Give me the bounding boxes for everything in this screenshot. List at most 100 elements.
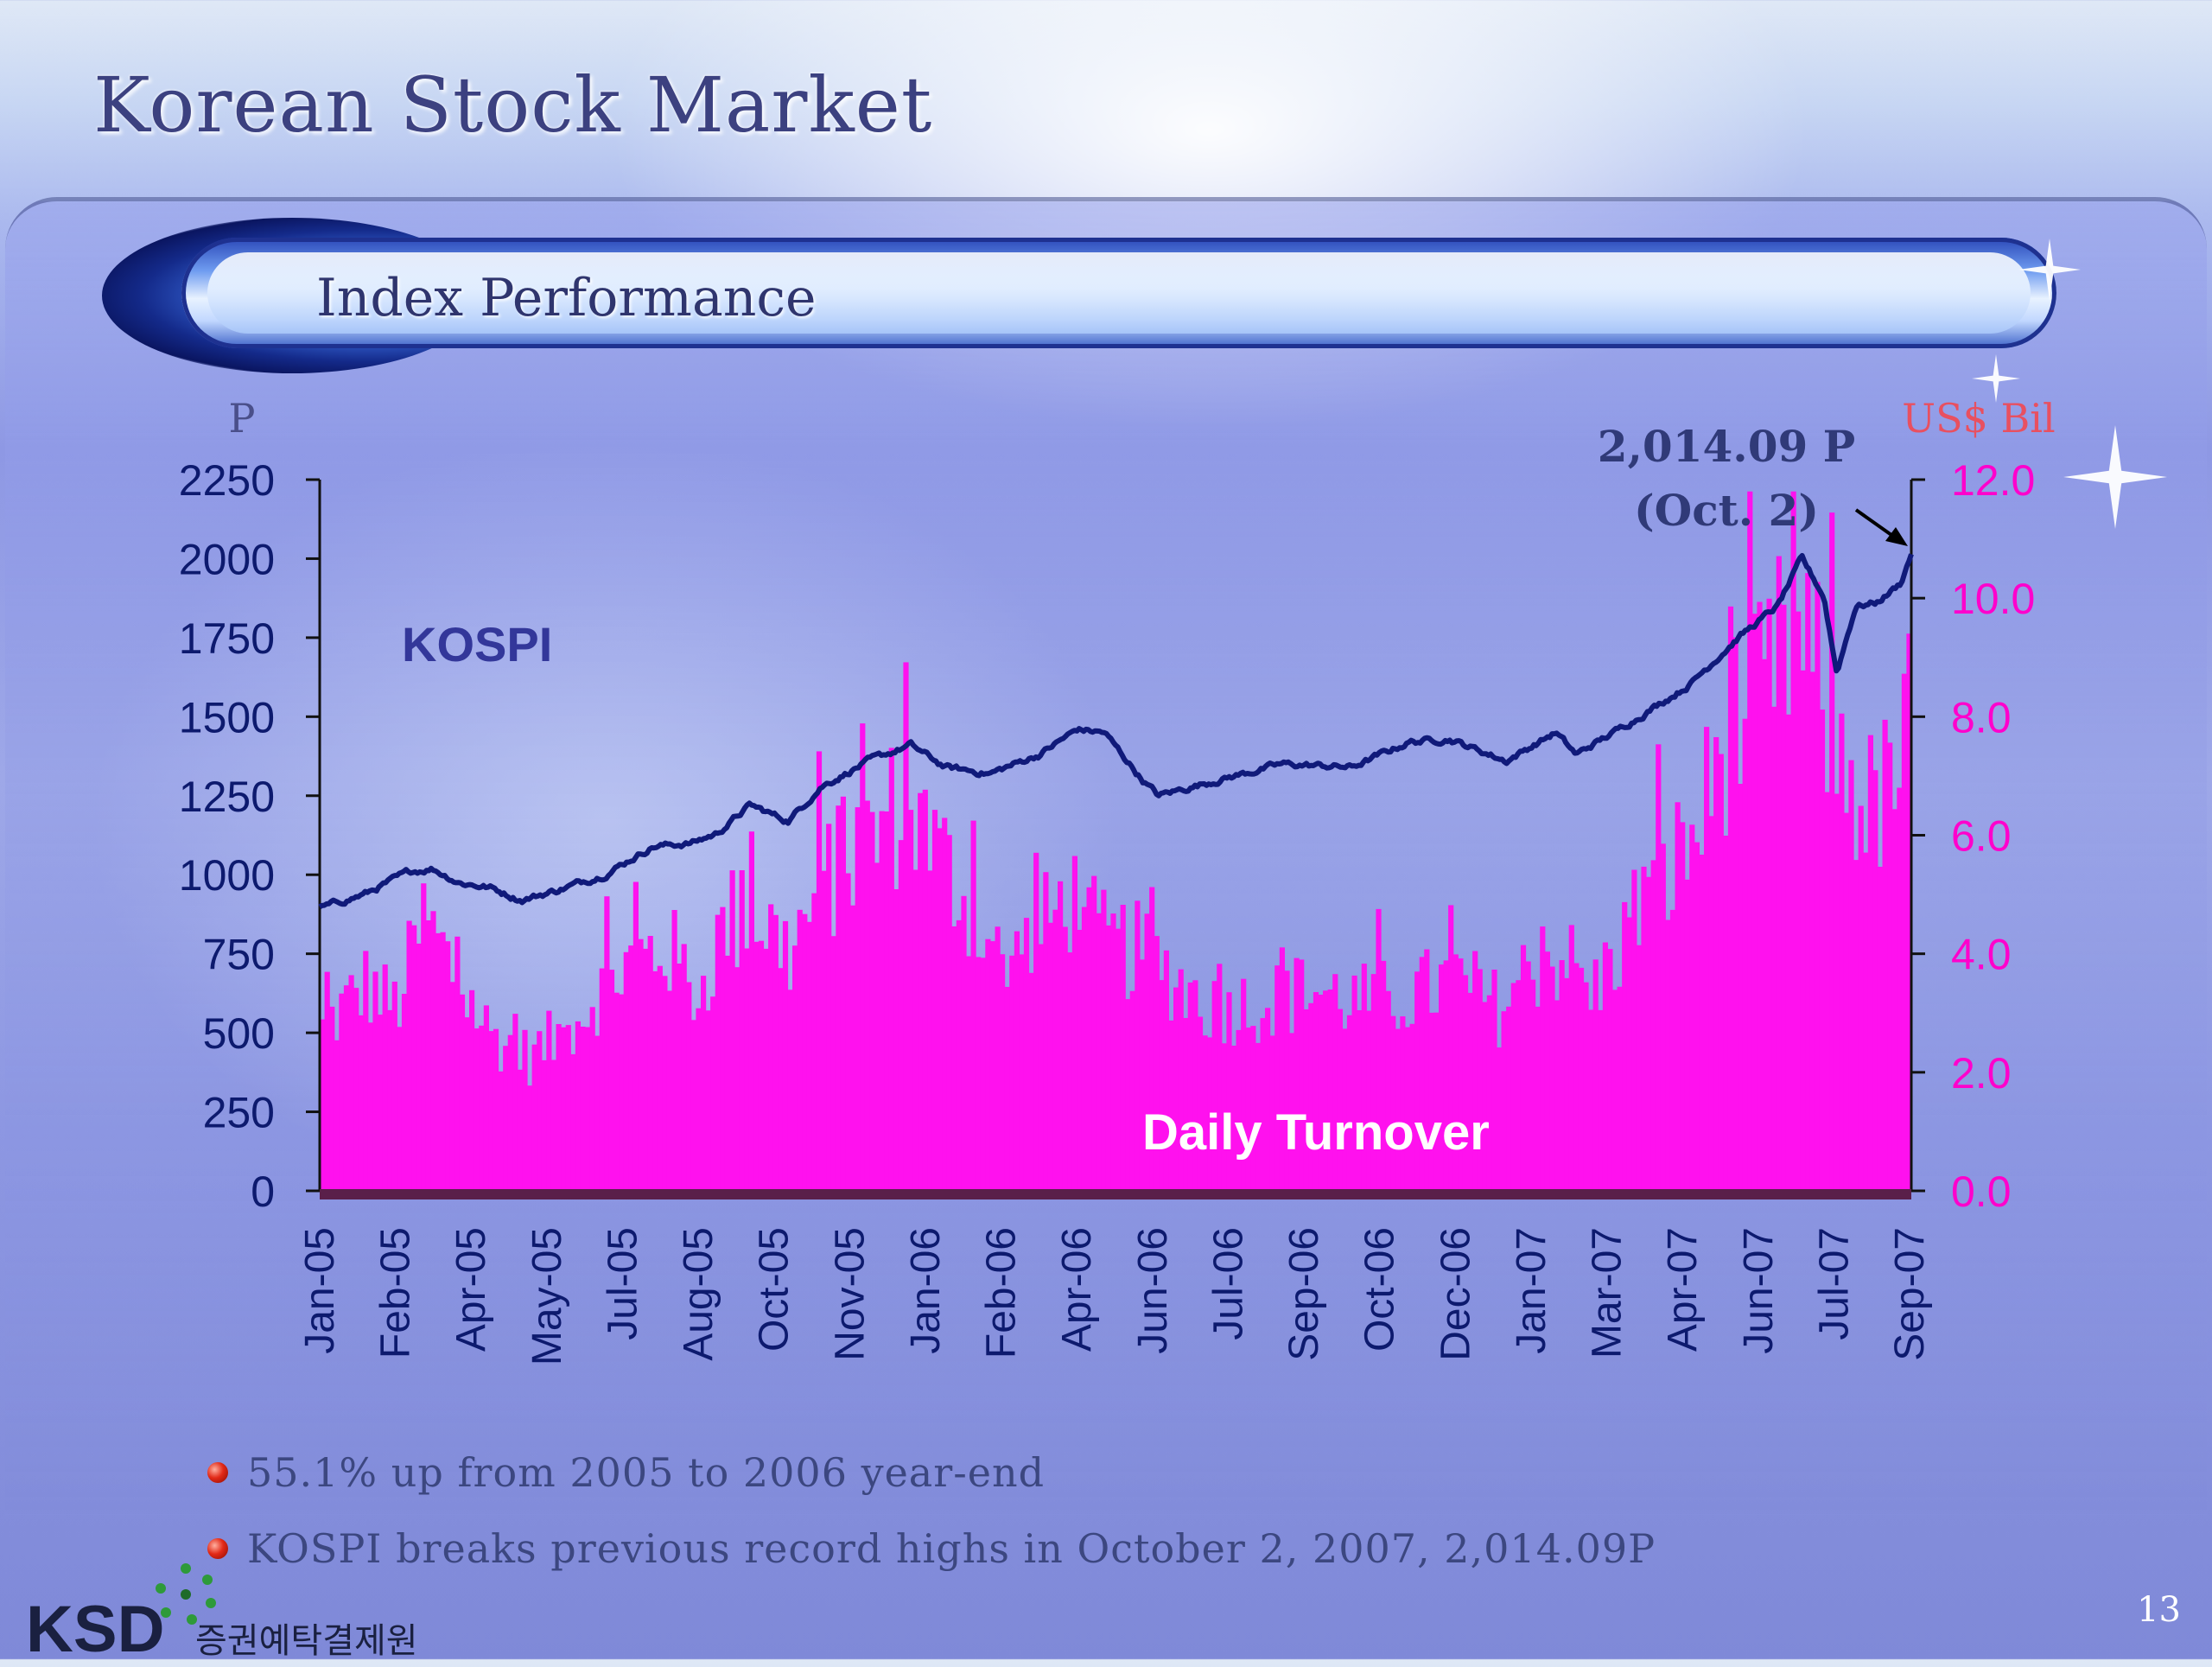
turnover-bar [976, 957, 982, 1191]
turnover-bar [1004, 987, 1010, 1191]
turnover-bar [1303, 1009, 1309, 1191]
x-axis-line [320, 1189, 1911, 1199]
turnover-bar [1197, 1016, 1204, 1191]
turnover-bar [1781, 604, 1787, 1191]
turnover-bar [372, 971, 378, 1191]
x-tick-label: Oct-05 [752, 1227, 798, 1352]
turnover-bar [1318, 995, 1324, 1191]
turnover-bar [382, 964, 388, 1191]
turnover-bar [498, 1071, 504, 1191]
page-number: 13 [2137, 1590, 2181, 1630]
turnover-bar [1361, 964, 1367, 1191]
turnover-bar [792, 945, 798, 1191]
turnover-bar [638, 938, 644, 1191]
turnover-bar [1598, 1009, 1604, 1191]
turnover-bar [459, 994, 466, 1191]
bullet-dot-icon [207, 1538, 228, 1559]
turnover-bar [1038, 944, 1044, 1191]
turnover-bar [1299, 959, 1305, 1191]
turnover-bar [1019, 954, 1025, 1191]
turnover-bar [1062, 926, 1068, 1191]
turnover-bar [1125, 999, 1131, 1191]
left-tick-label: 1000 [179, 851, 275, 900]
turnover-bar [970, 820, 976, 1191]
turnover-bar [599, 968, 605, 1191]
sparkle-shape [1972, 354, 2020, 403]
turnover-bar [720, 907, 726, 1191]
turnover-bar [1510, 983, 1516, 1191]
turnover-bar [1829, 512, 1835, 1191]
turnover-bar [1245, 1028, 1251, 1191]
turnover-bar [734, 967, 741, 1191]
turnover-bar [503, 1046, 509, 1191]
turnover-bar [1231, 1046, 1237, 1191]
right-tick-label: 4.0 [1951, 931, 2012, 979]
turnover-bar [1901, 673, 1907, 1191]
turnover-bar [512, 1014, 518, 1191]
turnover-bar [1269, 1035, 1275, 1191]
turnover-bar [1250, 1026, 1256, 1191]
turnover-bar [912, 869, 918, 1191]
left-tick-label: 500 [203, 1009, 275, 1058]
turnover-bar [339, 993, 345, 1191]
turnover-series-label: Daily Turnover [1142, 1104, 1490, 1161]
turnover-bar [908, 810, 914, 1191]
turnover-bar [1646, 876, 1652, 1191]
turnover-bar [1351, 975, 1357, 1191]
turnover-bar [1091, 875, 1097, 1191]
turnover-bar [1192, 980, 1198, 1191]
turnover-bar [1738, 784, 1744, 1191]
turnover-bar [1139, 959, 1146, 1191]
turnover-bar [1809, 671, 1815, 1191]
turnover-bar [1409, 1023, 1415, 1191]
turnover-bar [946, 835, 952, 1191]
turnover-bar [1506, 1006, 1512, 1191]
turnover-bar [1796, 611, 1802, 1191]
turnover-bar [1154, 936, 1160, 1191]
turnover-bar [826, 824, 832, 1191]
turnover-bar [1028, 972, 1034, 1191]
turnover-bar [1501, 1011, 1507, 1191]
right-tick-label: 6.0 [1951, 812, 2012, 861]
turnover-bar [1183, 1018, 1189, 1191]
turnover-bar [1428, 1012, 1434, 1191]
turnover-bar [1313, 992, 1319, 1191]
turnover-bar [619, 994, 625, 1191]
chart-labels: P US$ Bil KOSPI Daily Turnover 2,014.09 P (Oc… [229, 395, 2056, 1161]
turnover-bar [1650, 860, 1656, 1191]
bullet-item: 55.1% up from 2005 to 2006 year-end [207, 1435, 1656, 1511]
turnover-bar [898, 840, 904, 1191]
turnover-bar [1641, 866, 1647, 1191]
turnover-bar [1332, 974, 1338, 1191]
turnover-bar [1790, 491, 1796, 1191]
turnover-bar [1669, 909, 1676, 1191]
turnover-bar [531, 1044, 537, 1191]
turnover-bar [1727, 606, 1734, 1191]
turnover-bar [378, 1015, 384, 1191]
turnover-bar [1863, 852, 1869, 1191]
turnover-bar [343, 985, 350, 1191]
section-title: Index Performance [316, 268, 817, 328]
left-tick-label: 0 [251, 1168, 275, 1216]
x-tick-label: Jul-07 [1811, 1227, 1857, 1340]
turnover-bar [1617, 986, 1623, 1191]
turnover-bar [1718, 754, 1724, 1191]
turnover-bar [367, 1022, 373, 1191]
turnover-bar [1381, 960, 1387, 1191]
turnover-bar [1370, 974, 1376, 1191]
turnover-bar [1887, 742, 1893, 1191]
turnover-bar [1376, 908, 1382, 1191]
turnover-bars [320, 491, 1912, 1191]
turnover-bar [744, 948, 750, 1191]
turnover-bar [561, 1027, 567, 1191]
turnover-bar [1241, 978, 1247, 1191]
sparkle-shape [2063, 425, 2167, 529]
turnover-bar [922, 789, 928, 1191]
turnover-bar [425, 920, 431, 1191]
turnover-bar [893, 889, 899, 1191]
turnover-bar [1573, 963, 1580, 1191]
turnover-bar [1660, 843, 1666, 1191]
turnover-bar [888, 748, 894, 1191]
turnover-bar [840, 796, 846, 1191]
